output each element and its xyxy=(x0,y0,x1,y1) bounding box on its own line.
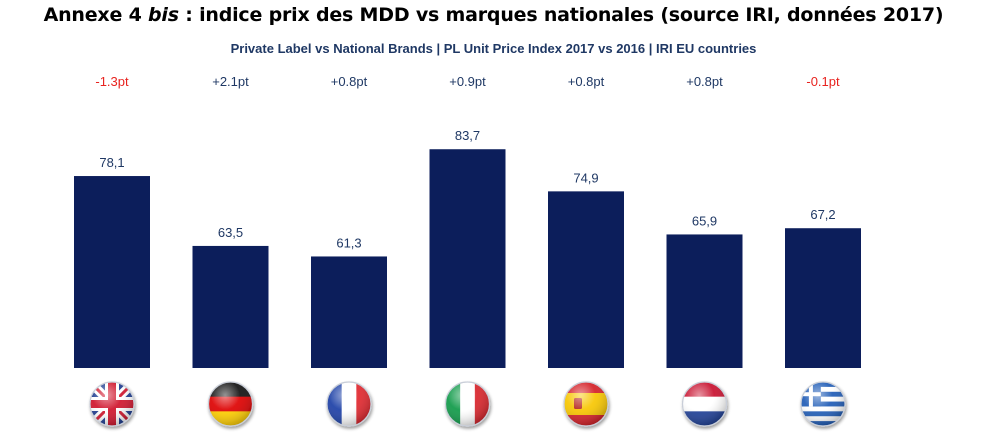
value-label: 65,9 xyxy=(692,213,717,228)
page-title: Annexe 4 bis : indice prix des MDD vs ma… xyxy=(0,4,987,26)
change-label: +2.1pt xyxy=(212,74,249,89)
germany-flag-icon xyxy=(207,381,254,427)
value-label: 83,7 xyxy=(455,128,480,143)
bar-greece xyxy=(785,228,861,368)
bar-netherlands xyxy=(666,234,743,368)
france-flag-icon xyxy=(326,381,372,427)
spain-flag-icon xyxy=(563,381,609,427)
netherlands-flag-icon xyxy=(681,381,728,427)
change-label: -1.3pt xyxy=(95,74,129,89)
value-label: 63,5 xyxy=(218,225,243,240)
change-label: +0.9pt xyxy=(449,74,486,89)
title-prefix: Annexe 4 xyxy=(43,4,149,26)
value-label: 67,2 xyxy=(810,207,835,222)
title-emphasis: bis xyxy=(148,4,179,26)
bar-italy xyxy=(429,149,506,368)
value-label: 61,3 xyxy=(336,235,361,250)
value-label: 74,9 xyxy=(573,170,598,185)
bar-uk xyxy=(74,176,150,368)
change-label: +0.8pt xyxy=(568,74,605,89)
value-label: 78,1 xyxy=(99,155,124,170)
change-label: +0.8pt xyxy=(686,74,723,89)
bar-france xyxy=(311,256,387,368)
bar-germany xyxy=(192,245,269,368)
change-label: -0.1pt xyxy=(806,74,840,89)
change-label: +0.8pt xyxy=(331,74,368,89)
bar-spain xyxy=(548,191,624,368)
italy-flag-icon xyxy=(444,381,491,427)
title-suffix: : indice prix des MDD vs marques nationa… xyxy=(178,4,944,26)
greece-flag-icon xyxy=(800,381,846,427)
uk-flag-icon xyxy=(89,381,135,427)
chart-title: Private Label vs National Brands | PL Un… xyxy=(230,41,757,56)
